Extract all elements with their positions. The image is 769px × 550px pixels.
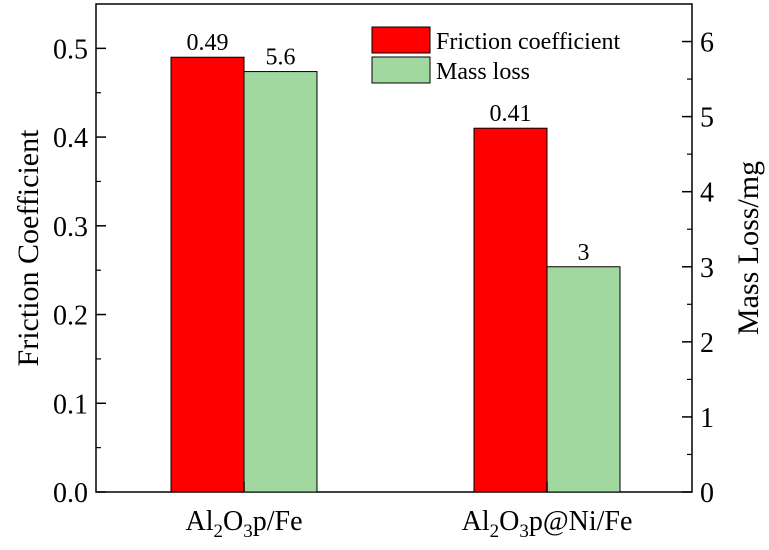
bar-friction-0 — [170, 56, 245, 493]
right-tick-label: 6 — [700, 28, 714, 59]
left-tick-label: 0.1 — [53, 389, 88, 420]
legend-label-mass-loss: Mass loss — [436, 59, 530, 85]
left-axis-ticks: 0.0 0.1 0.2 0.3 0.4 0.5 — [53, 34, 106, 509]
data-label-mass-loss-1: 3 — [578, 240, 590, 266]
right-tick-label: 2 — [700, 328, 714, 359]
category-label-0: Al2O3p/Fe — [185, 506, 302, 542]
data-label-friction-0: 0.49 — [187, 30, 229, 56]
left-tick-label: 0.3 — [53, 212, 88, 243]
legend-swatch-mass-loss — [371, 56, 431, 84]
legend-label-friction: Friction coefficient — [436, 29, 620, 55]
left-tick-label: 0.5 — [53, 34, 88, 65]
left-tick-label: 0.2 — [53, 301, 88, 332]
right-tick-label: 1 — [700, 403, 714, 434]
category-labels: Al2O3p/Fe Al2O3p@Ni/Fe — [185, 482, 632, 542]
bar-mass-loss-1 — [546, 266, 621, 493]
legend-swatch-friction — [371, 26, 431, 54]
bar-mass-loss-0 — [243, 71, 318, 493]
bar-friction-1 — [473, 127, 548, 493]
right-tick-label: 5 — [700, 103, 714, 134]
right-tick-label: 0 — [700, 478, 714, 509]
left-tick-label: 0.0 — [53, 478, 88, 509]
left-tick-label: 0.4 — [53, 123, 88, 154]
left-axis-title: Friction Coefficient — [12, 129, 45, 367]
data-label-friction-1: 0.41 — [490, 101, 532, 127]
plot-frame — [95, 3, 693, 493]
right-axis-title: Mass Loss/mg — [732, 161, 765, 335]
data-label-mass-loss-0: 5.6 — [266, 45, 296, 71]
category-label-1: Al2O3p@Ni/Fe — [462, 506, 633, 542]
right-axis-ticks: 0 1 2 3 4 5 6 — [682, 28, 714, 509]
bar-data-labels: 0.49 0.41 5.6 3 — [187, 30, 590, 266]
right-tick-label: 4 — [700, 178, 714, 209]
legend: Friction coefficient Mass loss — [371, 26, 620, 85]
right-tick-label: 3 — [700, 253, 714, 284]
bars — [170, 56, 621, 493]
